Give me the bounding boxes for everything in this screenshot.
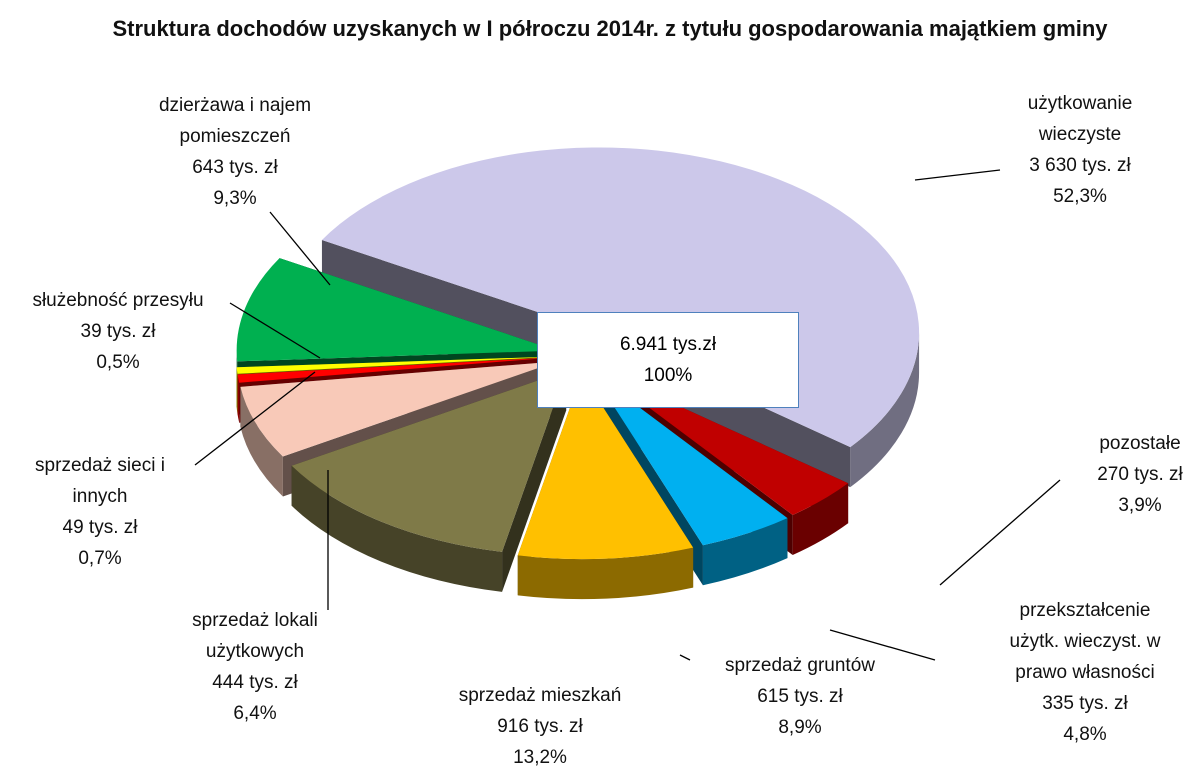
value-label: 643 tys. zł	[192, 157, 278, 178]
percent-label: 4,8%	[1063, 724, 1107, 745]
category-label: przekształcenie użytk. wieczyst. w prawo…	[1009, 600, 1161, 683]
data-label: sprzedaż gruntów 615 tys. zł 8,9%	[715, 650, 885, 743]
slice-side	[240, 386, 283, 497]
slice-wall	[321, 239, 600, 373]
leader-line	[269, 211, 331, 286]
category-label: sprzedaż gruntów	[725, 655, 875, 676]
data-label: sprzedaż mieszkań 916 tys. zł 13,2%	[440, 680, 640, 769]
category-label: służebność przesyłu	[32, 290, 204, 311]
slice	[237, 357, 557, 383]
leader-line	[939, 479, 1061, 586]
percent-label: 0,5%	[96, 352, 140, 373]
slice-side	[236, 367, 238, 414]
total-percent-label: 100%	[643, 365, 693, 386]
percent-label: 3,9%	[1118, 495, 1162, 516]
value-label: 615 tys. zł	[757, 686, 843, 707]
slice	[240, 361, 558, 457]
slice-side	[517, 547, 694, 600]
category-label: sprzedaż sieci i innych	[35, 455, 165, 507]
percent-label: 9,3%	[213, 188, 257, 209]
value-label: 3 630 tys. zł	[1029, 155, 1131, 176]
value-label: 916 tys. zł	[497, 716, 583, 737]
value-label: 444 tys. zł	[212, 672, 298, 693]
value-label: 39 tys. zł	[80, 321, 156, 342]
data-label: służebność przesyłu 39 tys. zł 0,5%	[3, 285, 233, 378]
value-label: 49 tys. zł	[62, 517, 138, 538]
category-label: użytkowanie wieczyste	[1027, 93, 1133, 145]
leader-line	[229, 302, 321, 359]
slice	[291, 370, 567, 552]
leader-line	[829, 629, 936, 661]
category-label: sprzedaż mieszkań	[458, 685, 622, 706]
data-label: użytkowanie wieczyste 3 630 tys. zł 52,3%	[990, 88, 1170, 212]
slice-wall	[502, 370, 567, 592]
slice	[236, 258, 557, 362]
slice-side	[702, 518, 788, 586]
slice	[517, 374, 694, 560]
leader-line	[679, 654, 691, 661]
data-label: dzierżawa i najem pomieszczeń 643 tys. zł…	[135, 90, 335, 214]
percent-label: 0,7%	[78, 548, 122, 569]
data-label: przekształcenie użytk. wieczyst. w prawo…	[995, 595, 1175, 750]
percent-label: 8,9%	[778, 717, 822, 738]
slice-side	[237, 374, 240, 423]
slice-side	[850, 332, 920, 488]
chart-title: Struktura dochodów uzyskanych w I półroc…	[112, 16, 1108, 41]
slice-side	[291, 465, 503, 592]
data-label: pozostałe 270 tys. zł 3,9%	[1080, 428, 1200, 521]
percent-label: 13,2%	[513, 747, 567, 768]
value-label: 335 tys. zł	[1042, 693, 1128, 714]
total-label: 6.941 tys.zł	[619, 334, 717, 355]
slice	[236, 356, 557, 374]
leader-line	[914, 169, 1001, 181]
percent-label: 6,4%	[233, 703, 277, 724]
data-label: sprzedaż sieci i innych 49 tys. zł 0,7%	[25, 450, 175, 574]
total-box: 6.941 tys.zł 100%	[537, 312, 799, 408]
category-label: dzierżawa i najem pomieszczeń	[158, 95, 312, 147]
slice-side	[792, 483, 849, 555]
leader-line	[194, 371, 316, 466]
slice	[591, 371, 788, 546]
category-label: sprzedaż lokali użytkowych	[192, 610, 318, 662]
value-label: 270 tys. zł	[1097, 464, 1183, 485]
data-label: sprzedaż lokali użytkowych 444 tys. zł 6,4…	[170, 605, 340, 729]
percent-label: 52,3%	[1053, 186, 1107, 207]
category-label: pozostałe	[1099, 433, 1181, 454]
